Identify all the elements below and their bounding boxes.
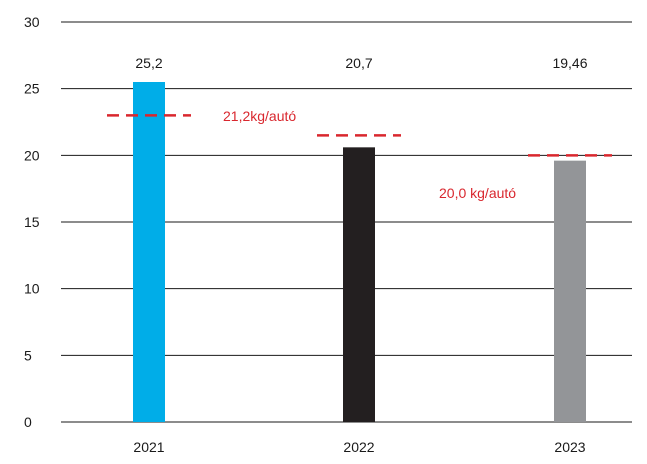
bar [133,82,165,422]
x-tick-label: 2021 [133,439,164,455]
x-axis-ticks: 2021 2022 2023 [133,439,585,455]
y-tick-label: 30 [24,14,40,30]
y-tick-label: 5 [24,347,32,363]
target-label: 21,2kg/autó [223,108,296,124]
y-tick-label: 20 [24,147,40,163]
bars [133,82,586,423]
value-labels: 25,2 20,7 19,46 [135,55,587,71]
bar [343,147,375,423]
bar [554,160,586,422]
value-label: 20,7 [345,55,372,71]
y-tick-label: 0 [24,414,32,430]
y-tick-label: 25 [24,81,40,97]
value-label: 19,46 [552,55,587,71]
y-tick-label: 15 [24,214,40,230]
value-label: 25,2 [135,55,162,71]
x-tick-label: 2022 [343,439,374,455]
x-tick-label: 2023 [554,439,585,455]
y-tick-label: 10 [24,281,40,297]
target-label: 20,0 kg/autó [439,185,516,201]
target-lines: 21,2kg/autó 20,0 kg/autó [107,108,612,201]
y-axis-ticks: 0 5 10 15 20 25 30 [24,14,40,430]
